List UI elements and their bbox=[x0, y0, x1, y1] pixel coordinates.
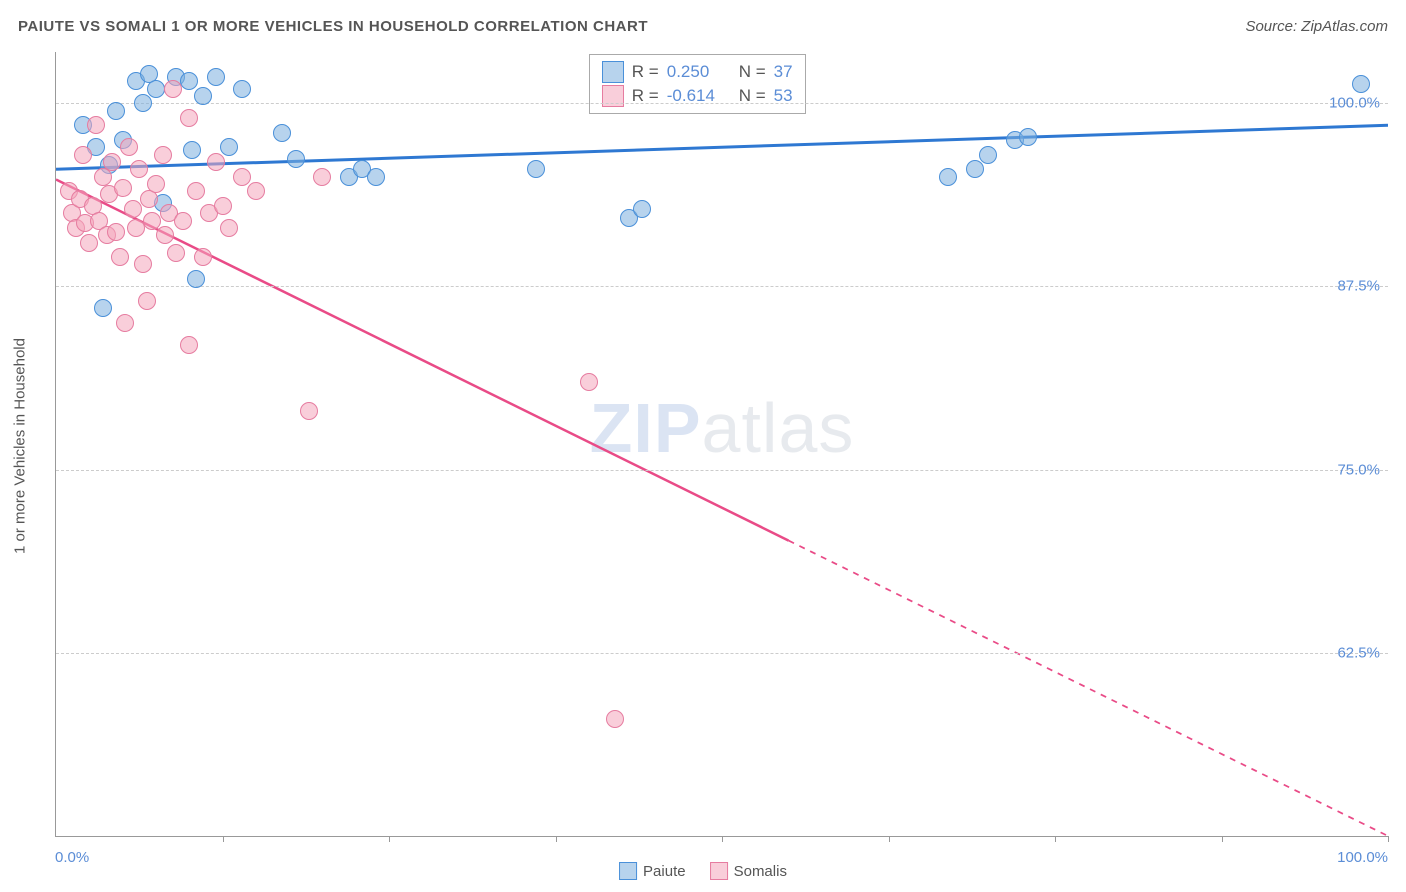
data-point bbox=[134, 94, 152, 112]
data-point bbox=[147, 175, 165, 193]
legend-r-value: 0.250 bbox=[667, 62, 723, 82]
data-point bbox=[180, 109, 198, 127]
data-point bbox=[130, 160, 148, 178]
x-tick bbox=[1388, 836, 1389, 842]
gridline bbox=[56, 470, 1388, 471]
legend-r-label: R = bbox=[632, 62, 659, 82]
correlation-legend: R =0.250N =37R =-0.614N =53 bbox=[589, 54, 806, 114]
data-point bbox=[107, 223, 125, 241]
data-point bbox=[87, 116, 105, 134]
data-point bbox=[233, 168, 251, 186]
data-point bbox=[606, 710, 624, 728]
data-point bbox=[194, 87, 212, 105]
chart-title: PAIUTE VS SOMALI 1 OR MORE VEHICLES IN H… bbox=[18, 18, 648, 35]
data-point bbox=[80, 234, 98, 252]
legend-n-label: N = bbox=[739, 62, 766, 82]
legend-swatch bbox=[619, 862, 637, 880]
data-point bbox=[114, 179, 132, 197]
series-legend: Paiute Somalis bbox=[619, 862, 787, 880]
legend-label: Paiute bbox=[643, 863, 686, 880]
y-tick-label: 75.0% bbox=[1337, 461, 1380, 478]
source-label: Source: ZipAtlas.com bbox=[1245, 18, 1388, 35]
legend-label: Somalis bbox=[734, 863, 787, 880]
gridline bbox=[56, 103, 1388, 104]
data-point bbox=[147, 80, 165, 98]
data-point bbox=[156, 226, 174, 244]
x-tick bbox=[389, 836, 390, 842]
data-point bbox=[966, 160, 984, 178]
legend-n-value: 37 bbox=[774, 62, 793, 82]
data-point bbox=[214, 197, 232, 215]
data-point bbox=[107, 102, 125, 120]
legend-item: Somalis bbox=[710, 862, 787, 880]
data-point bbox=[1019, 128, 1037, 146]
y-tick-label: 100.0% bbox=[1329, 95, 1380, 112]
data-point bbox=[120, 138, 138, 156]
data-point bbox=[220, 219, 238, 237]
legend-item: Paiute bbox=[619, 862, 686, 880]
data-point bbox=[367, 168, 385, 186]
trend-line bbox=[56, 125, 1388, 169]
data-point bbox=[138, 292, 156, 310]
y-tick-label: 62.5% bbox=[1337, 644, 1380, 661]
data-point bbox=[167, 244, 185, 262]
data-point bbox=[220, 138, 238, 156]
data-point bbox=[580, 373, 598, 391]
data-point bbox=[527, 160, 545, 178]
y-tick-label: 87.5% bbox=[1337, 278, 1380, 295]
data-point bbox=[633, 200, 651, 218]
data-point bbox=[979, 146, 997, 164]
x-tick bbox=[1055, 836, 1056, 842]
data-point bbox=[233, 80, 251, 98]
y-axis-title: 1 or more Vehicles in Household bbox=[12, 338, 29, 554]
data-point bbox=[313, 168, 331, 186]
data-point bbox=[247, 182, 265, 200]
data-point bbox=[273, 124, 291, 142]
data-point bbox=[300, 402, 318, 420]
data-point bbox=[180, 72, 198, 90]
x-tick bbox=[889, 836, 890, 842]
trend-lines-layer bbox=[56, 52, 1388, 836]
gridline bbox=[56, 286, 1388, 287]
watermark: ZIPatlas bbox=[590, 388, 855, 468]
data-point bbox=[103, 153, 121, 171]
data-point bbox=[94, 299, 112, 317]
legend-swatch bbox=[602, 61, 624, 83]
legend-swatch bbox=[710, 862, 728, 880]
data-point bbox=[207, 68, 225, 86]
data-point bbox=[180, 336, 198, 354]
x-tick bbox=[1222, 836, 1223, 842]
data-point bbox=[939, 168, 957, 186]
data-point bbox=[124, 200, 142, 218]
x-tick bbox=[722, 836, 723, 842]
data-point bbox=[134, 255, 152, 273]
data-point bbox=[174, 212, 192, 230]
x-axis-max-label: 100.0% bbox=[1337, 849, 1388, 866]
trend-line-dashed bbox=[789, 541, 1388, 836]
chart-header: PAIUTE VS SOMALI 1 OR MORE VEHICLES IN H… bbox=[18, 18, 1388, 35]
data-point bbox=[143, 212, 161, 230]
data-point bbox=[207, 153, 225, 171]
data-point bbox=[154, 146, 172, 164]
gridline bbox=[56, 653, 1388, 654]
data-point bbox=[183, 141, 201, 159]
watermark-zip: ZIP bbox=[590, 389, 702, 467]
x-tick bbox=[556, 836, 557, 842]
x-axis-min-label: 0.0% bbox=[55, 849, 89, 866]
scatter-chart: ZIPatlas R =0.250N =37R =-0.614N =53 62.… bbox=[55, 52, 1388, 837]
data-point bbox=[111, 248, 129, 266]
data-point bbox=[187, 182, 205, 200]
x-tick bbox=[223, 836, 224, 842]
watermark-atlas: atlas bbox=[702, 389, 855, 467]
data-point bbox=[164, 80, 182, 98]
data-point bbox=[187, 270, 205, 288]
data-point bbox=[287, 150, 305, 168]
data-point bbox=[74, 146, 92, 164]
data-point bbox=[1352, 75, 1370, 93]
data-point bbox=[194, 248, 212, 266]
legend-row: R = 0.250 N = 37 bbox=[602, 61, 793, 83]
data-point bbox=[116, 314, 134, 332]
